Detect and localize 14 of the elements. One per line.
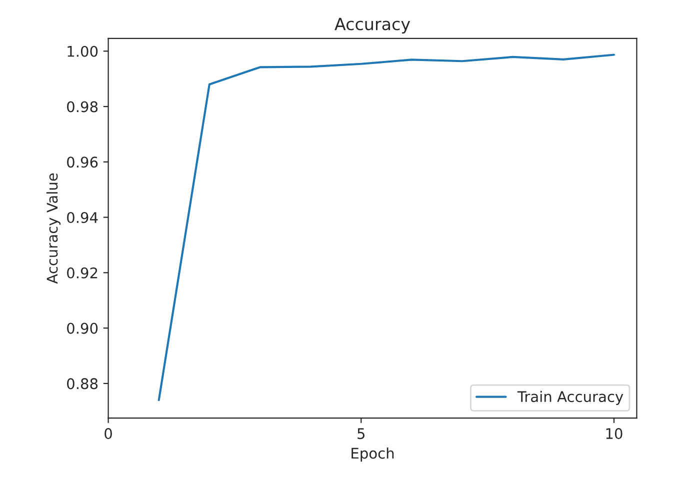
x-tick-label: 10 xyxy=(606,428,622,440)
y-axis-title: Accuracy Value xyxy=(46,173,61,284)
y-tick-label: 1.00 xyxy=(68,46,98,57)
y-tick-label: 0.94 xyxy=(67,212,98,224)
chart-title: Accuracy xyxy=(334,18,410,34)
y-tick-label: 0.88 xyxy=(67,378,98,390)
legend-label: Train Accuracy xyxy=(517,390,624,405)
x-axis-title: Epoch xyxy=(352,447,394,462)
x-tick-label: 5 xyxy=(358,428,364,440)
y-tick-label: 0.96 xyxy=(67,156,98,168)
y-tick-label: 0.92 xyxy=(67,267,98,278)
y-tick-label: 0.98 xyxy=(67,101,98,112)
x-tick-label: 0 xyxy=(104,428,112,440)
y-tick-label: 0.90 xyxy=(67,322,98,334)
